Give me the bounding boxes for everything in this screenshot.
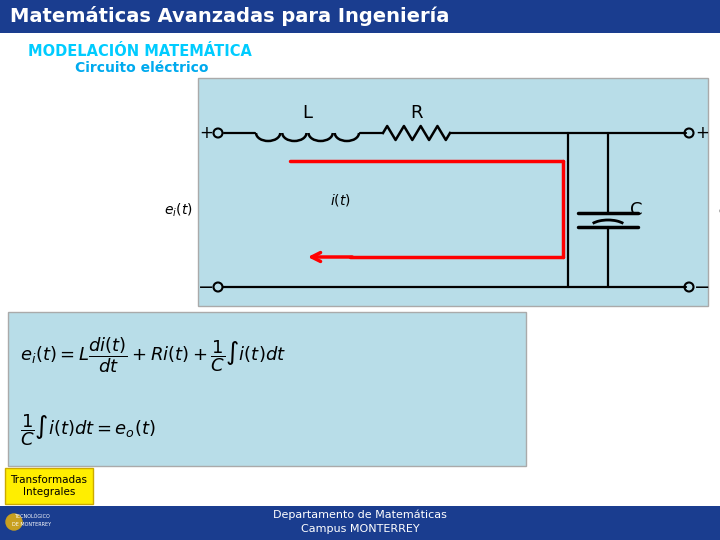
Text: $e_i(t) = L\dfrac{di(t)}{dt} + Ri(t) + \dfrac{1}{C}\int i(t)dt$: $e_i(t) = L\dfrac{di(t)}{dt} + Ri(t) + \… xyxy=(20,335,286,375)
Text: Circuito eléctrico: Circuito eléctrico xyxy=(75,61,209,75)
Text: L: L xyxy=(302,104,312,122)
Text: $\dfrac{1}{C}\int i(t)dt = e_o(t)$: $\dfrac{1}{C}\int i(t)dt = e_o(t)$ xyxy=(20,412,156,448)
Bar xyxy=(0,0,720,33)
Bar xyxy=(0,33,720,506)
Text: +: + xyxy=(199,124,213,142)
Text: Matemáticas Avanzadas para Ingeniería: Matemáticas Avanzadas para Ingeniería xyxy=(10,6,449,26)
Text: Campus MONTERREY: Campus MONTERREY xyxy=(301,524,419,534)
Text: +: + xyxy=(695,124,709,142)
Text: −: − xyxy=(198,278,214,296)
Text: C: C xyxy=(630,201,642,219)
Text: $e_i(t)$: $e_i(t)$ xyxy=(163,201,192,219)
Bar xyxy=(8,312,526,466)
Text: DE MONTERREY: DE MONTERREY xyxy=(12,522,52,526)
Text: $i(t)$: $i(t)$ xyxy=(330,192,351,208)
Text: Transformadas
Integrales: Transformadas Integrales xyxy=(11,475,88,497)
Text: TECNOLÓGICO: TECNOLÓGICO xyxy=(14,514,50,518)
Text: Departamento de Matemáticas: Departamento de Matemáticas xyxy=(273,510,447,520)
Text: $e_O(t)$: $e_O(t)$ xyxy=(718,201,720,219)
Text: R: R xyxy=(410,104,423,122)
Bar xyxy=(198,78,708,306)
Circle shape xyxy=(6,514,22,530)
Bar xyxy=(0,506,720,540)
Bar xyxy=(5,468,93,504)
Text: MODELACIÓN MATEMÁTICA: MODELACIÓN MATEMÁTICA xyxy=(28,44,252,59)
Bar xyxy=(4,508,59,536)
Text: −: − xyxy=(694,278,710,296)
